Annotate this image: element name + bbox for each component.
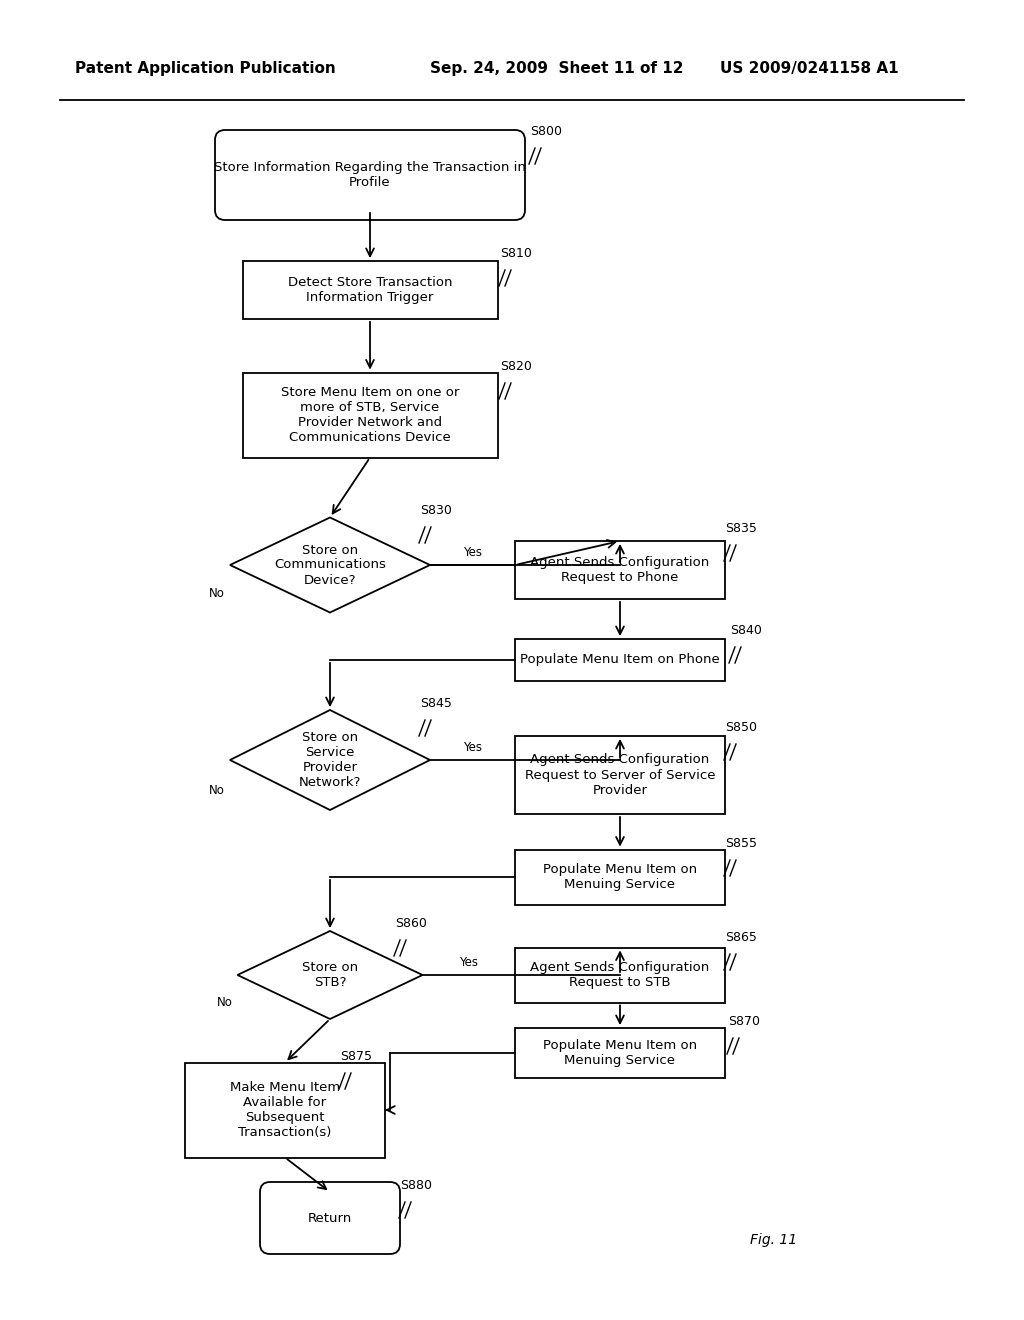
Text: S855: S855 — [725, 837, 757, 850]
Text: Populate Menu Item on
Menuing Service: Populate Menu Item on Menuing Service — [543, 1039, 697, 1067]
Text: Store on
Communications
Device?: Store on Communications Device? — [274, 544, 386, 586]
Text: Agent Sends Configuration
Request to Phone: Agent Sends Configuration Request to Pho… — [530, 556, 710, 583]
Text: US 2009/0241158 A1: US 2009/0241158 A1 — [720, 61, 899, 75]
Text: No: No — [217, 995, 232, 1008]
Bar — [243, 261, 498, 319]
Text: No: No — [209, 784, 225, 796]
Text: Yes: Yes — [463, 741, 482, 754]
Text: Agent Sends Configuration
Request to STB: Agent Sends Configuration Request to STB — [530, 961, 710, 989]
Text: Store on
Service
Provider
Network?: Store on Service Provider Network? — [299, 731, 361, 789]
Bar — [185, 1063, 385, 1158]
Text: S840: S840 — [730, 624, 762, 638]
Polygon shape — [230, 710, 430, 810]
Bar — [243, 372, 498, 458]
Text: S800: S800 — [530, 125, 562, 139]
Text: S810: S810 — [500, 247, 531, 260]
Bar — [515, 850, 725, 904]
Text: S870: S870 — [728, 1015, 760, 1028]
Text: S875: S875 — [340, 1049, 372, 1063]
Bar — [515, 639, 725, 681]
Bar — [515, 737, 725, 814]
Text: Yes: Yes — [459, 956, 478, 969]
Polygon shape — [238, 931, 423, 1019]
Text: Store Information Regarding the Transaction in
Profile: Store Information Regarding the Transact… — [214, 161, 526, 189]
Text: S830: S830 — [420, 504, 452, 517]
FancyBboxPatch shape — [260, 1181, 400, 1254]
Polygon shape — [230, 517, 430, 612]
Text: Make Menu Item
Available for
Subsequent
Transaction(s): Make Menu Item Available for Subsequent … — [229, 1081, 340, 1139]
Text: Agent Sends Configuration
Request to Server of Service
Provider: Agent Sends Configuration Request to Ser… — [524, 754, 715, 796]
Text: Store on
STB?: Store on STB? — [302, 961, 358, 989]
Text: Return: Return — [308, 1212, 352, 1225]
FancyBboxPatch shape — [215, 129, 525, 220]
Text: Store Menu Item on one or
more of STB, Service
Provider Network and
Communicatio: Store Menu Item on one or more of STB, S… — [281, 385, 459, 444]
Text: S835: S835 — [725, 521, 757, 535]
Text: Detect Store Transaction
Information Trigger: Detect Store Transaction Information Tri… — [288, 276, 453, 304]
Bar — [515, 948, 725, 1002]
Text: S820: S820 — [500, 360, 531, 374]
Bar — [515, 1028, 725, 1078]
Text: Populate Menu Item on
Menuing Service: Populate Menu Item on Menuing Service — [543, 863, 697, 891]
Text: Sep. 24, 2009  Sheet 11 of 12: Sep. 24, 2009 Sheet 11 of 12 — [430, 61, 683, 75]
Text: No: No — [209, 587, 225, 601]
Text: S850: S850 — [725, 721, 757, 734]
Text: S860: S860 — [395, 917, 427, 931]
Text: S845: S845 — [420, 697, 452, 710]
Text: Populate Menu Item on Phone: Populate Menu Item on Phone — [520, 653, 720, 667]
Text: S880: S880 — [400, 1179, 432, 1192]
Text: Yes: Yes — [463, 546, 482, 558]
Text: Fig. 11: Fig. 11 — [750, 1233, 797, 1247]
Text: S865: S865 — [725, 931, 757, 944]
Text: Patent Application Publication: Patent Application Publication — [75, 61, 336, 75]
Bar — [515, 541, 725, 599]
